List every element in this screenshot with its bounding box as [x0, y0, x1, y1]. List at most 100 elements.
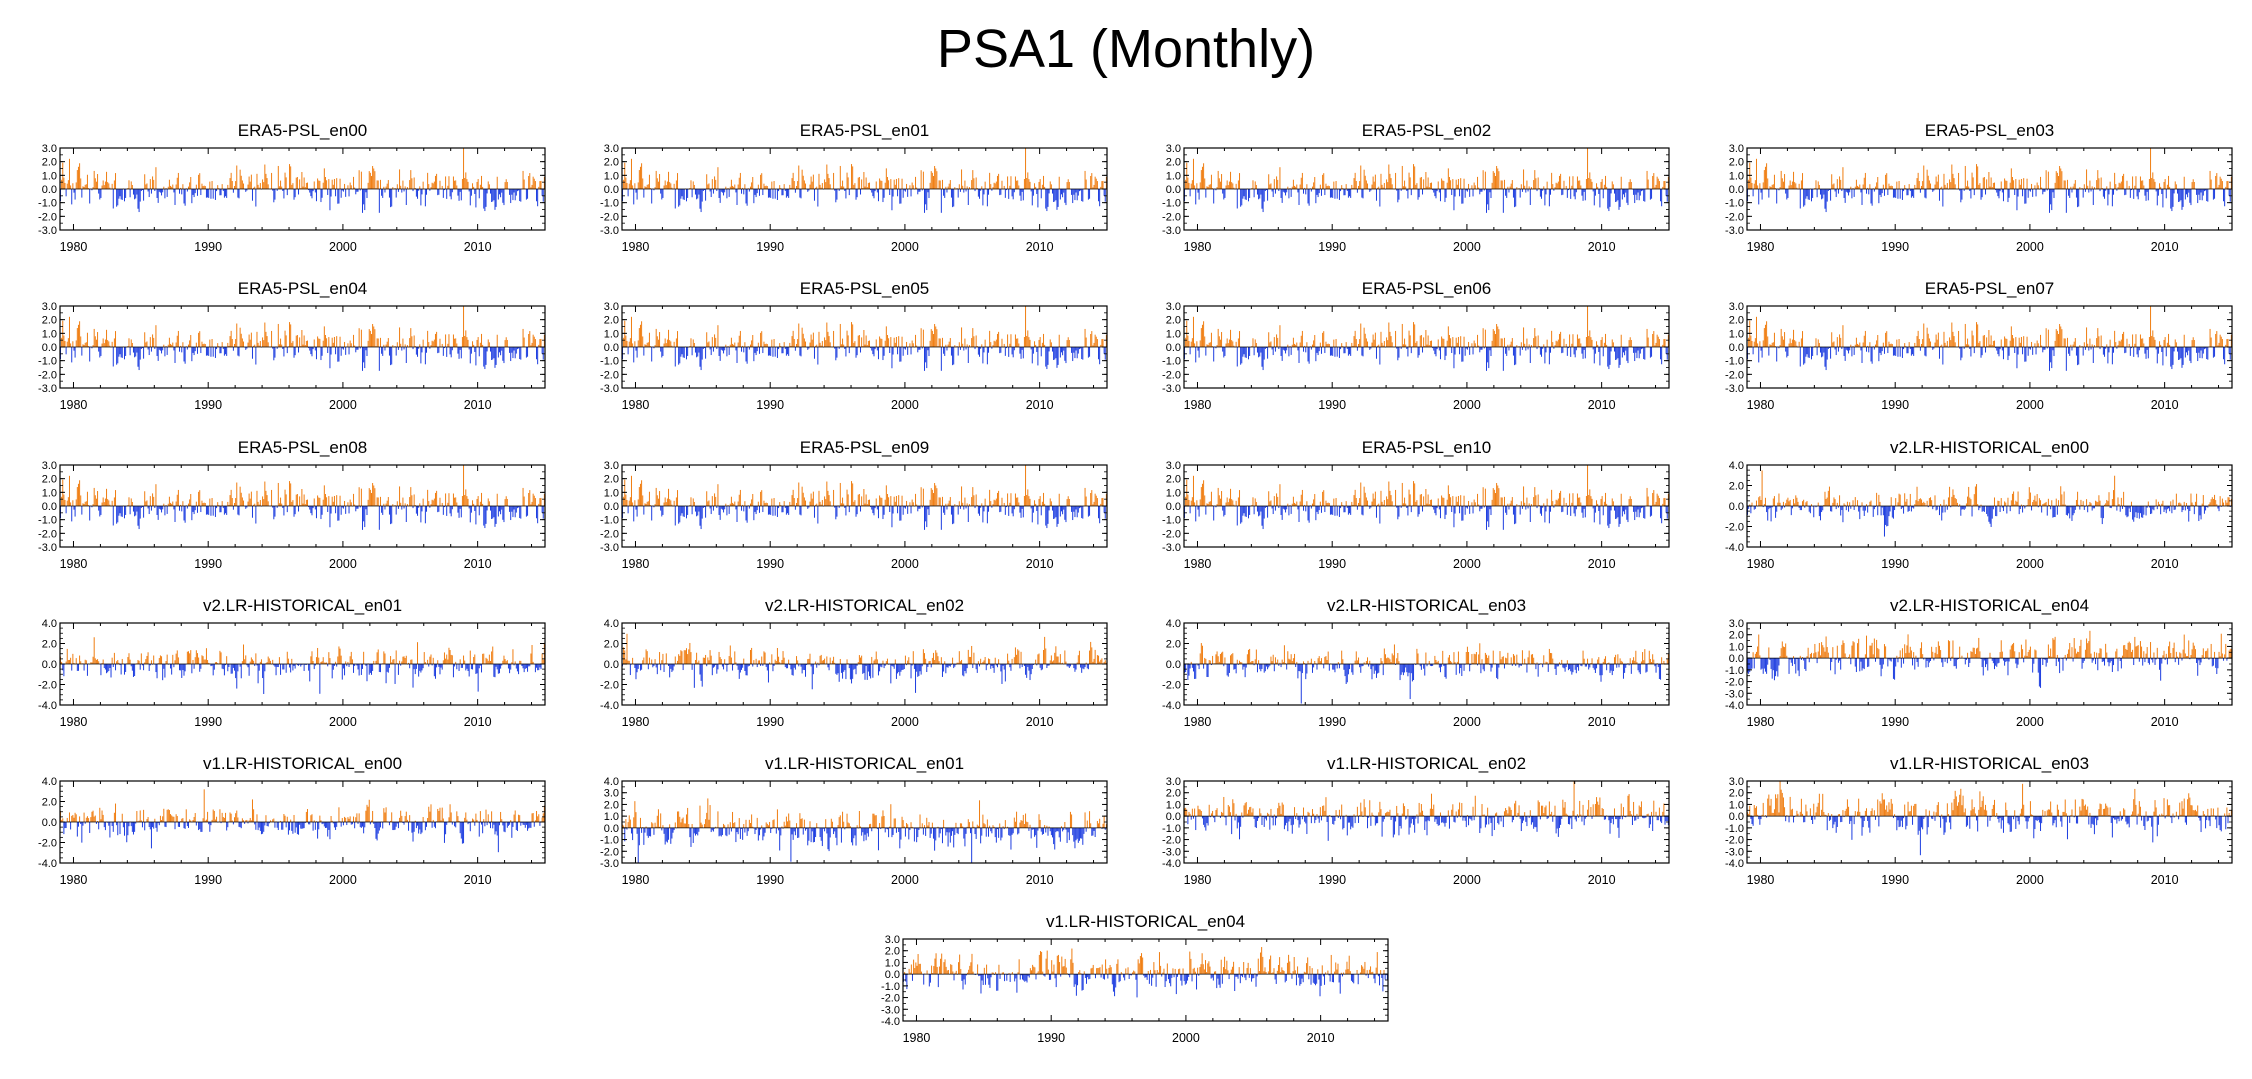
bar	[1845, 347, 1847, 350]
bar	[357, 189, 359, 192]
bar	[217, 185, 219, 189]
bar	[846, 172, 848, 189]
bar	[1535, 336, 1537, 347]
bar	[2075, 189, 2077, 198]
bar	[1095, 178, 1097, 189]
bar	[1558, 175, 1560, 189]
bar	[2092, 189, 2094, 205]
bar	[2145, 347, 2147, 359]
bar	[2134, 185, 2136, 189]
bar	[1400, 347, 1402, 349]
bar	[796, 502, 798, 506]
bar	[1382, 187, 1384, 189]
bar	[337, 506, 339, 521]
bar	[365, 189, 367, 193]
bar	[1415, 184, 1417, 189]
bar	[2115, 184, 2117, 189]
bar	[175, 184, 177, 189]
bar	[1051, 347, 1053, 352]
bar	[742, 187, 744, 189]
bar	[2051, 347, 2053, 369]
bar	[854, 341, 856, 347]
bar	[797, 181, 799, 189]
bar	[1349, 189, 1351, 197]
bar	[65, 189, 67, 197]
bar	[872, 347, 874, 355]
bar	[63, 494, 65, 506]
bar	[2015, 179, 2017, 189]
y-tick-label: -2.0	[38, 369, 57, 381]
bar	[92, 345, 94, 347]
bar	[166, 189, 168, 197]
bar	[235, 339, 237, 347]
bar	[1616, 189, 1618, 202]
bar	[1627, 189, 1629, 206]
bar	[794, 347, 796, 351]
bar	[735, 506, 737, 510]
bar	[1373, 339, 1375, 347]
bar	[1967, 180, 1969, 189]
bar	[946, 189, 948, 193]
bar	[2004, 336, 2006, 347]
bar	[1398, 189, 1400, 200]
bar	[1026, 335, 1028, 347]
bar	[1032, 347, 1034, 354]
bar	[2023, 178, 2025, 189]
bar	[296, 494, 298, 506]
bar	[1885, 332, 1887, 347]
bar	[1081, 189, 1083, 202]
bar	[157, 506, 159, 520]
x-tick-label: 1990	[1318, 398, 1346, 412]
bar	[2182, 347, 2184, 365]
x-tick-label: 2000	[1453, 240, 1481, 254]
bar	[1752, 347, 1754, 355]
bar	[1263, 347, 1265, 360]
bar	[763, 183, 765, 189]
bar	[1494, 176, 1496, 189]
bar	[331, 179, 333, 189]
bar	[1804, 347, 1806, 364]
bar	[1057, 347, 1059, 365]
bar	[1391, 342, 1393, 347]
bar	[1487, 189, 1489, 205]
bar	[712, 506, 714, 511]
bar	[1477, 334, 1479, 347]
bar	[218, 505, 220, 506]
bar	[1438, 189, 1440, 193]
bar	[355, 506, 357, 512]
bar	[847, 335, 849, 347]
y-tick-label: -1.0	[600, 198, 619, 210]
bar	[283, 506, 285, 516]
bar	[655, 170, 657, 189]
x-tick-label: 2000	[329, 557, 357, 571]
bar	[414, 188, 416, 189]
bar	[296, 177, 298, 189]
bar	[726, 506, 728, 516]
bar	[88, 188, 90, 189]
bar	[1008, 347, 1010, 357]
bar	[543, 334, 545, 347]
bar	[630, 316, 632, 347]
bar	[1560, 173, 1562, 189]
bar	[100, 506, 102, 515]
bar	[1283, 189, 1285, 193]
bar	[1573, 189, 1575, 197]
bar	[411, 495, 413, 506]
bar	[1996, 189, 1998, 193]
bar	[497, 347, 499, 358]
bar	[478, 506, 480, 516]
bar	[661, 506, 663, 517]
bar	[1542, 347, 1544, 349]
bar	[1221, 174, 1223, 189]
bar	[654, 345, 656, 347]
bar	[1286, 189, 1288, 193]
bar	[736, 506, 738, 522]
bar	[182, 501, 184, 506]
bar	[1958, 172, 1960, 189]
bar	[1870, 189, 1872, 204]
bar	[1194, 185, 1196, 189]
bar	[1790, 343, 1792, 347]
bar	[1958, 330, 1960, 347]
bar	[1516, 187, 1518, 189]
bar	[937, 505, 939, 506]
